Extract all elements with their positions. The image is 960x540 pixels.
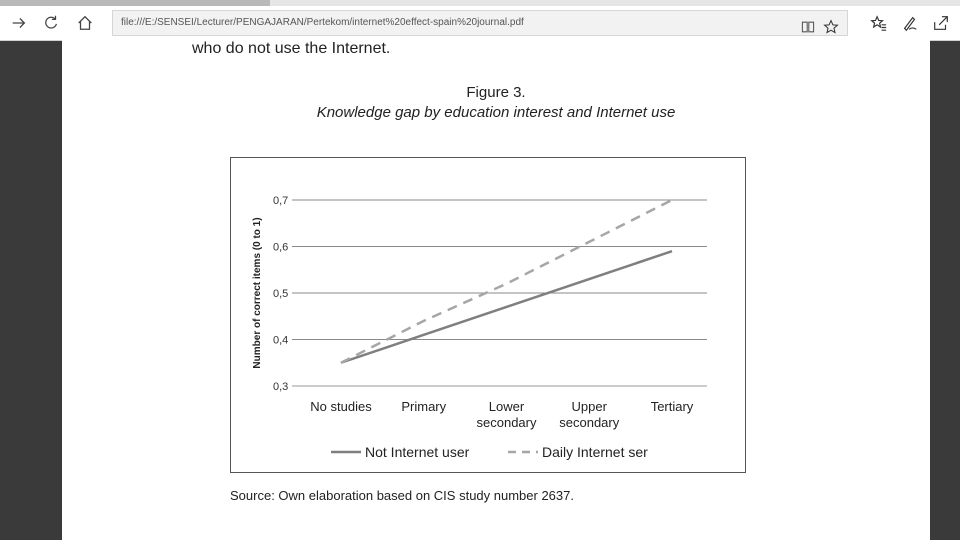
y-tick-label: 0,3 [273,381,288,393]
favorites-hub-icon[interactable] [865,10,891,36]
address-bar[interactable]: file:///E:/SENSEI/Lecturer/PENGAJARAN/Pe… [112,10,848,36]
pdf-page: who do not use the Internet. Figure 3. K… [62,40,930,540]
legend-label: Not Internet user [365,444,470,460]
reading-view-icon[interactable] [797,16,819,38]
share-icon[interactable] [928,10,954,36]
source-note: Source: Own elaboration based on CIS stu… [230,488,574,503]
x-tick-label: Upper [572,399,608,414]
browser-toolbar: file:///E:/SENSEI/Lecturer/PENGAJARAN/Pe… [0,6,960,41]
address-text: file:///E:/SENSEI/Lecturer/PENGAJARAN/Pe… [121,17,524,28]
y-tick-label: 0,7 [273,195,288,207]
y-tick-label: 0,5 [273,288,288,300]
tab-strip [0,0,960,6]
tab-strip-fill [0,0,270,6]
home-icon[interactable] [72,10,98,36]
x-tick-label: Lower [489,399,525,414]
figure-label: Figure 3. [466,84,526,101]
line-chart: 0,3 0,4 0,5 0,6 0,7 Number of correct items (… [252,195,707,460]
x-tick-label: secondary [477,415,537,430]
chart-frame: 0,3 0,4 0,5 0,6 0,7 Number of correct items (… [230,157,746,473]
figure-caption: Knowledge gap by education interest and … [316,104,676,121]
y-tick-label: 0,6 [273,242,288,254]
pen-notes-icon[interactable] [897,10,923,36]
y-axis-label: Number of correct items (0 to 1) [252,217,263,368]
x-tick-label: No studies [310,399,372,414]
x-tick-label: Primary [401,399,446,414]
legend-label: Daily Internet ser [542,444,648,460]
forward-icon[interactable] [6,10,32,36]
series-line-2 [340,198,673,364]
x-tick-label: secondary [559,415,619,430]
y-tick-label: 0,4 [273,335,288,347]
favorite-star-icon[interactable] [820,16,842,38]
refresh-icon[interactable] [38,10,64,36]
x-tick-label: Tertiary [651,399,694,414]
lead-text: who do not use the Internet. [192,40,391,57]
